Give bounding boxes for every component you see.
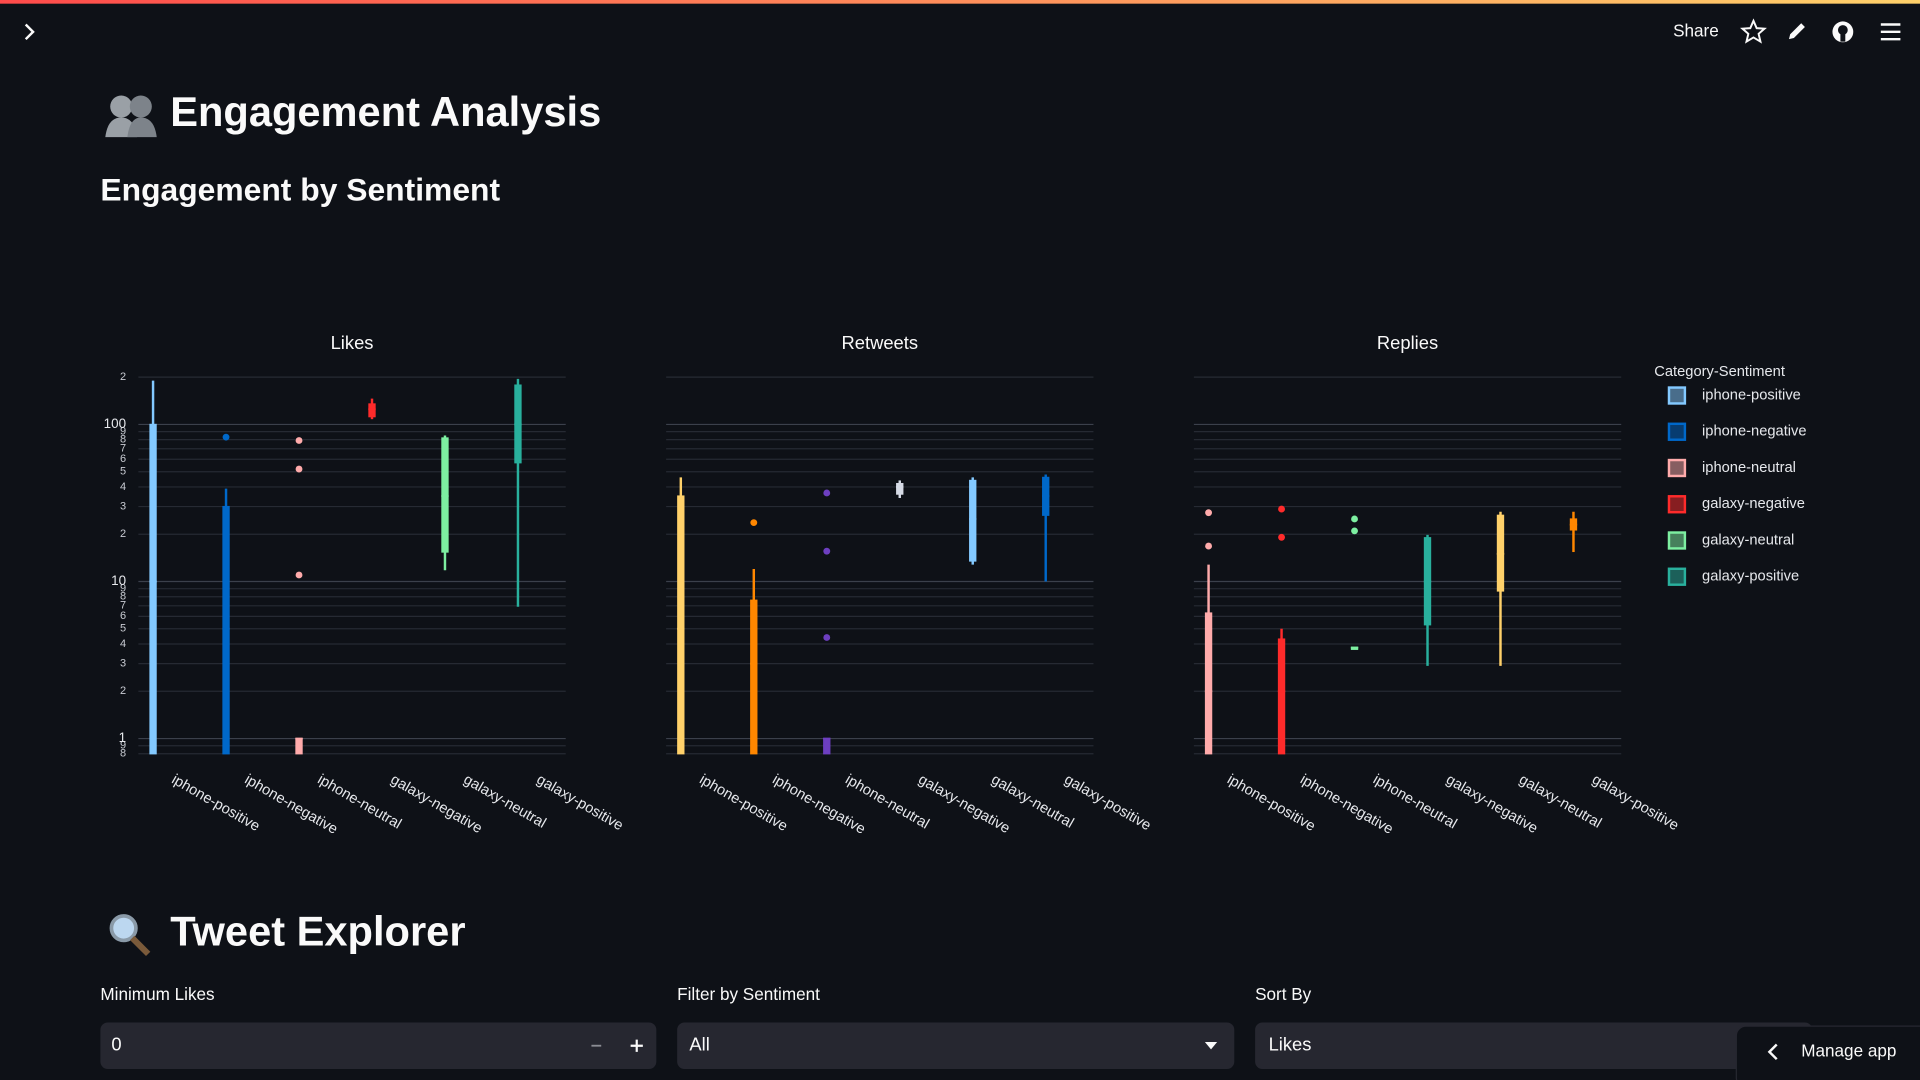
sidebar-toggle[interactable]	[24, 23, 35, 41]
y-tick-label: 3	[120, 500, 126, 512]
y-tick-label: 7	[120, 600, 126, 612]
y-tick-label: 8	[120, 434, 126, 446]
y-tick-label: 100	[104, 416, 126, 431]
outlier-point	[1205, 542, 1212, 550]
control-label: Filter by Sentiment	[677, 984, 820, 1004]
select-box[interactable]	[677, 1022, 1235, 1069]
y-tick-label: 2	[120, 528, 126, 540]
y-tick-label: 6	[120, 453, 126, 465]
y-tick-label: 9	[120, 583, 126, 595]
box-chart: Likes8912345678910234567891002iphone-pos…	[104, 332, 1807, 838]
legend-swatch	[1667, 531, 1687, 550]
box-body	[149, 423, 157, 755]
outlier-point	[1351, 527, 1358, 535]
box-body	[1204, 612, 1213, 755]
panel-title: Replies	[1377, 332, 1438, 353]
outlier-point	[823, 547, 831, 555]
box-body	[295, 737, 303, 755]
y-tick-label: 2	[120, 685, 126, 697]
select-box[interactable]	[1255, 1022, 1813, 1069]
top-decoration	[0, 0, 1920, 4]
number-value[interactable]: 0	[111, 1034, 121, 1055]
select-value[interactable]: Likes	[1269, 1034, 1312, 1055]
outlier-point	[1278, 533, 1285, 541]
box-body	[1277, 638, 1286, 755]
y-tick-label: 10	[111, 573, 126, 588]
y-tick-label: 2	[120, 371, 126, 383]
y-tick-label: 5	[120, 466, 126, 478]
box-body	[441, 437, 449, 553]
manage-app-label[interactable]: Manage app	[1801, 1040, 1896, 1060]
box-body	[969, 479, 977, 562]
control-label: Minimum Likes	[100, 984, 214, 1004]
y-tick-label: 1	[119, 730, 126, 745]
outlier-point	[295, 437, 303, 444]
outlier-point	[222, 433, 230, 441]
increment-button[interactable]	[630, 1039, 643, 1052]
box-body	[896, 482, 904, 495]
outlier-point	[295, 465, 303, 473]
outlier-point	[823, 634, 831, 641]
legend-label: iphone-positive	[1702, 387, 1801, 403]
legend-label: galaxy-negative	[1702, 496, 1805, 512]
y-tick-label: 3	[120, 658, 126, 670]
y-tick-label: 7	[120, 443, 126, 455]
panel-title: Retweets	[842, 332, 919, 353]
legend-swatch	[1667, 422, 1687, 441]
select-caret[interactable]	[1204, 1042, 1218, 1050]
outlier-point	[823, 489, 831, 497]
legend-label: galaxy-neutral	[1702, 532, 1794, 548]
people-icon	[105, 95, 157, 138]
legend-title: Category-Sentiment	[1654, 364, 1785, 380]
outlier-point	[1351, 515, 1358, 523]
outlier-point	[295, 571, 303, 579]
legend-swatch	[1667, 458, 1687, 478]
box-body	[750, 599, 758, 755]
github-head[interactable]	[1837, 25, 1848, 35]
y-tick-label: 8	[120, 748, 126, 760]
y-tick-label: 4	[120, 638, 126, 650]
legend-swatch	[1667, 386, 1687, 405]
legend-label: iphone-neutral	[1702, 460, 1796, 476]
page-title: Engagement Analysis	[170, 88, 601, 135]
y-tick-label: 8	[120, 591, 126, 603]
legend-label: galaxy-positive	[1702, 569, 1799, 585]
legend-label: iphone-negative	[1702, 424, 1807, 440]
share-button[interactable]: Share	[1673, 20, 1719, 40]
y-tick-label: 9	[120, 426, 126, 438]
outlier-point	[1205, 509, 1212, 517]
github-tail[interactable]	[1840, 33, 1846, 42]
y-tick-label: 4	[120, 481, 126, 493]
manage-app-chevron[interactable]	[1767, 1043, 1778, 1061]
legend-swatch	[1667, 567, 1687, 586]
box-body	[823, 737, 831, 755]
star-icon[interactable]	[1740, 18, 1767, 44]
box-body	[677, 495, 685, 755]
select-value[interactable]: All	[689, 1034, 709, 1055]
outlier-point	[1278, 505, 1285, 513]
edit-icon[interactable]	[1788, 23, 1805, 40]
menu-icon[interactable]	[1880, 23, 1901, 41]
box-body	[222, 505, 230, 755]
y-tick-label: 6	[120, 610, 126, 622]
search-icon	[109, 914, 151, 957]
legend-swatch	[1667, 495, 1687, 514]
panel-title: Likes	[331, 332, 374, 353]
control-label: Sort By	[1255, 984, 1312, 1004]
y-tick-label: 9	[120, 740, 126, 752]
explorer-title: Tweet Explorer	[170, 907, 465, 954]
y-tick-label: 5	[120, 623, 126, 635]
number-input[interactable]	[100, 1022, 657, 1069]
github-icon[interactable]	[1832, 21, 1854, 43]
section-title: Engagement by Sentiment	[100, 172, 500, 208]
manage-app-button[interactable]	[1735, 1025, 1920, 1080]
outlier-point	[750, 519, 758, 527]
box-body	[368, 403, 376, 418]
